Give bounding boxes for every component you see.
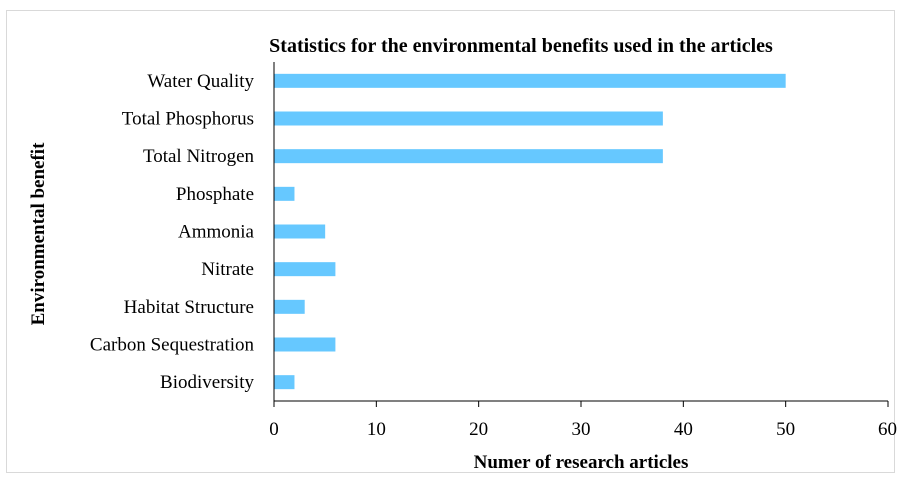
x-axis-title: Numer of research articles bbox=[474, 452, 689, 473]
bar-phosphate bbox=[274, 186, 295, 201]
x-tick-label-40: 40 bbox=[674, 419, 693, 440]
bar-water-quality bbox=[274, 73, 786, 88]
chart-title: Statistics for the environmental benefit… bbox=[269, 35, 773, 57]
bars-group bbox=[274, 73, 786, 390]
category-label-total-nitrogen: Total Nitrogen bbox=[143, 146, 255, 167]
bar-habitat-structure bbox=[274, 299, 305, 314]
axes-group: Water Quality Total Phosphorus Total Nitro… bbox=[90, 62, 897, 440]
x-tick-label-0: 0 bbox=[269, 419, 279, 440]
x-tick-label-30: 30 bbox=[572, 419, 591, 440]
x-tick-label-50: 50 bbox=[776, 419, 795, 440]
category-label-ammonia: Ammonia bbox=[178, 222, 255, 243]
x-tick-label-20: 20 bbox=[469, 419, 488, 440]
category-label-habitat-structure: Habitat Structure bbox=[124, 297, 254, 318]
category-label-total-phosphorus: Total Phosphorus bbox=[122, 109, 254, 130]
category-label-biodiversity: Biodiversity bbox=[160, 372, 254, 393]
bar-ammonia bbox=[274, 224, 326, 239]
category-label-nitrate: Nitrate bbox=[201, 259, 254, 280]
category-label-water-quality: Water Quality bbox=[147, 71, 254, 92]
bar-biodiversity bbox=[274, 375, 295, 390]
bar-carbon-sequestration bbox=[274, 337, 336, 352]
y-axis-title: Environmental benefit bbox=[28, 142, 49, 325]
bar-total-phosphorus bbox=[274, 111, 663, 126]
category-label-carbon-sequestration: Carbon Sequestration bbox=[90, 335, 255, 356]
bar-total-nitrogen bbox=[274, 149, 663, 164]
x-tick-label-60: 60 bbox=[878, 419, 897, 440]
bar-nitrate bbox=[274, 262, 336, 277]
x-tick-label-10: 10 bbox=[367, 419, 386, 440]
category-label-phosphate: Phosphate bbox=[176, 184, 254, 205]
